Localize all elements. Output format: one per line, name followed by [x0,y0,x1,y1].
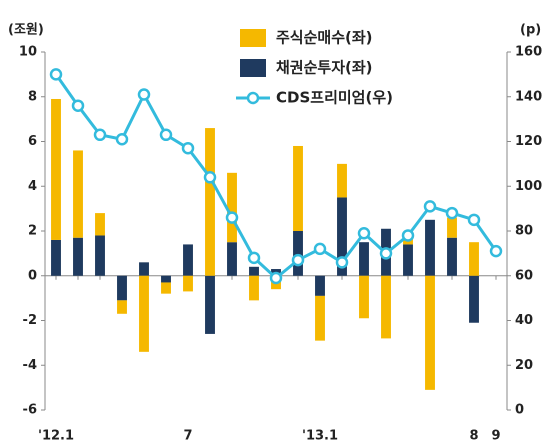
line-marker [225,211,239,224]
x-tick-label: 7 [183,429,192,444]
bar [183,244,193,276]
y2-tick-label: 20 [515,358,533,373]
bar [95,213,105,236]
y-tick-label: -4 [23,358,37,373]
y2-axis-label: (p) [520,23,541,38]
bar [117,275,127,301]
bar [227,242,237,276]
bar [425,219,435,276]
line-marker [379,247,393,260]
bar [161,282,171,294]
y-tick-label: 6 [28,134,37,149]
y-tick-label: 10 [19,45,37,60]
y-tick-label: 0 [28,268,37,283]
bar [117,300,127,314]
line-marker [93,128,107,142]
line-marker [335,256,349,269]
bar [95,235,105,276]
line-marker [159,128,173,142]
line-marker [313,242,327,256]
bar [139,262,149,276]
legend-label: 주식순매수(좌) [276,29,373,47]
x-tick-label: 9 [491,429,500,444]
line-marker [489,244,503,258]
bar [73,150,83,238]
y2-tick-label: 160 [515,45,542,60]
bar [403,244,413,276]
bar [469,275,479,323]
legend-label: 채권순투자(좌) [276,59,373,77]
legend-marker [246,91,260,105]
y-tick-label: -2 [23,313,37,328]
line-marker [467,213,481,227]
x-tick-label: '12.1 [38,429,74,444]
line-marker [49,68,63,81]
legend-swatch [240,59,266,77]
line-marker [203,171,217,184]
line-marker [269,271,283,285]
bar [51,98,61,240]
bar [381,275,391,339]
bar [447,217,457,238]
bar [183,275,193,292]
bar [249,275,259,301]
y2-tick-label: 0 [515,403,524,418]
bar [447,237,457,276]
y-tick-label: 4 [28,179,37,194]
bar [359,242,369,276]
y2-tick-label: 120 [515,134,542,149]
y2-tick-label: 40 [515,313,533,328]
bar [205,128,215,276]
line-marker [181,141,195,155]
bar [161,275,171,283]
x-tick-label: '13.1 [302,429,338,444]
y-tick-label: -6 [23,403,37,418]
line-marker [137,88,151,101]
bar [293,145,303,231]
y2-tick-label: 100 [515,179,542,194]
x-tick-label: 8 [469,429,478,444]
line-marker [291,253,305,267]
y-axis-label: (조원) [8,23,44,38]
bar [139,275,149,352]
bar [359,275,369,319]
line-marker [115,133,129,146]
line-marker [423,200,437,213]
bar [227,172,237,243]
line-marker [357,226,371,240]
bar [73,237,83,276]
y2-tick-label: 140 [515,89,542,104]
bar [315,295,325,341]
bar [337,163,347,198]
bar [249,266,259,276]
bar [51,239,61,276]
bar [425,275,435,390]
legend-label: CDS프리미엄(우) [276,89,393,107]
line-marker [247,251,261,265]
bar [205,275,215,334]
y-tick-label: 8 [28,89,37,104]
line-marker [71,99,85,112]
line-marker [445,206,459,220]
line-marker [401,229,415,242]
y2-tick-label: 60 [515,268,533,283]
legend-swatch [240,29,266,47]
y2-tick-label: 80 [515,224,533,239]
bar [469,242,479,276]
y-tick-label: 2 [28,224,37,239]
bar [337,197,347,276]
bar [293,231,303,276]
bar [315,275,325,296]
